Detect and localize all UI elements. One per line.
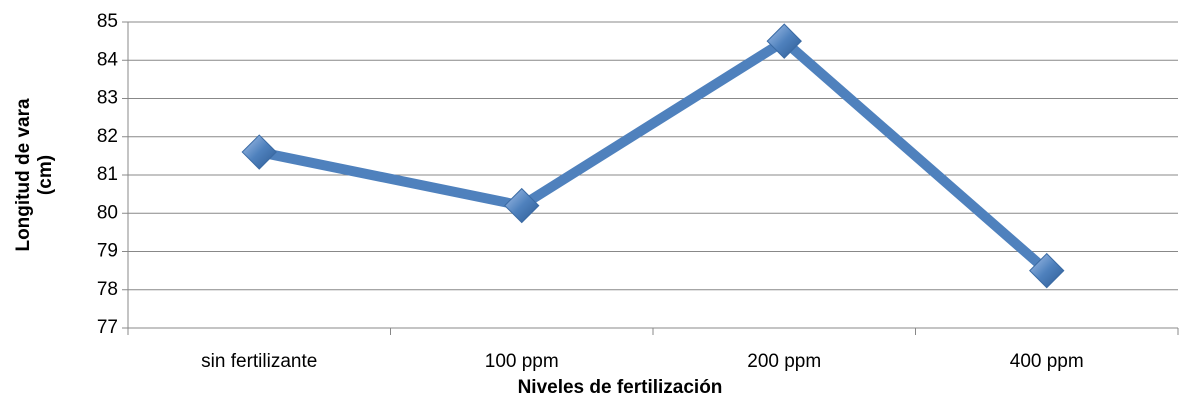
y-tick-label: 83 — [97, 88, 118, 109]
x-tick-label: 100 ppm — [485, 351, 559, 372]
y-tick-label: 77 — [97, 317, 118, 338]
y-tick-label: 85 — [97, 11, 118, 32]
y-tick-label: 78 — [97, 279, 118, 300]
x-tick-label: sin fertilizante — [201, 351, 317, 372]
y-tick-label: 79 — [97, 241, 118, 262]
y-axis-label: Longitud de vara — [13, 98, 34, 252]
point-marker — [1029, 252, 1065, 289]
point-marker — [241, 134, 277, 170]
x-axis-label: Niveles de fertilización — [518, 377, 723, 398]
y-tick-label: 82 — [97, 126, 118, 147]
y-tick-label: 80 — [97, 202, 118, 223]
x-tick-label: 400 ppm — [1010, 351, 1084, 372]
point-marker — [766, 23, 802, 59]
series-line — [258, 36, 1051, 275]
y-tick-label: 81 — [97, 164, 118, 185]
point-marker — [504, 187, 540, 224]
y-tick-label: 84 — [97, 49, 119, 70]
y-axis-label: (cm) — [35, 155, 56, 195]
x-tick-label: 200 ppm — [747, 351, 821, 372]
